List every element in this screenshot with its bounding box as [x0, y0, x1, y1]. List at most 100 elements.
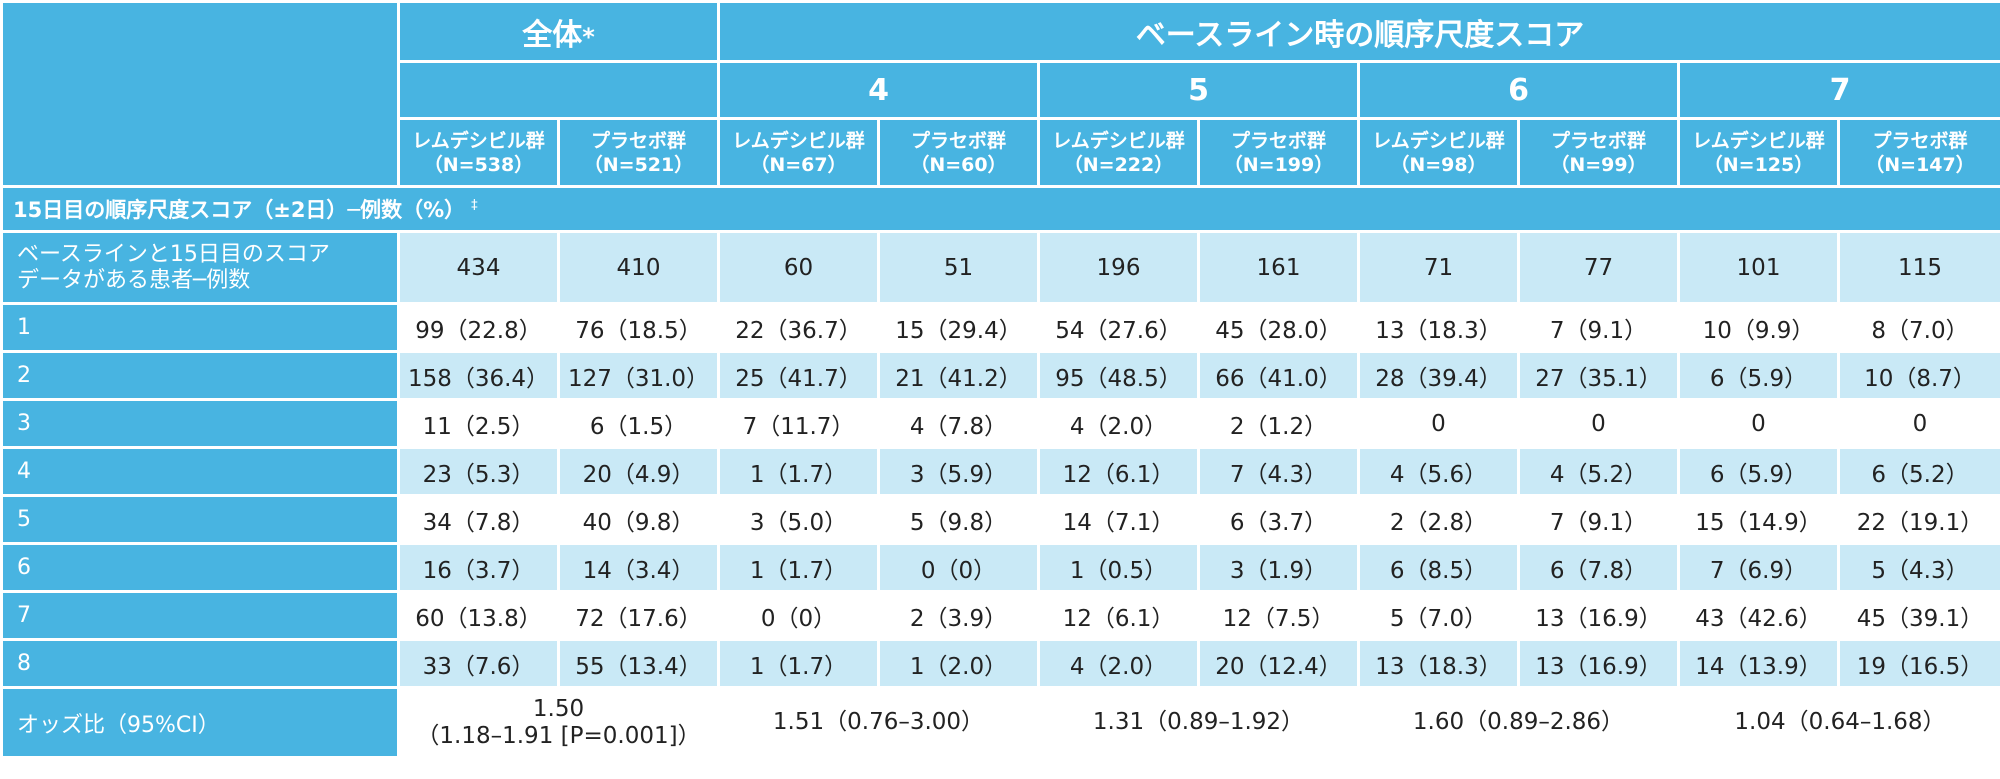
- arm-name: レムデシビル群: [1692, 129, 1825, 152]
- row-label: 1: [0, 302, 400, 353]
- table-cell: 6（1.5）: [557, 398, 720, 449]
- table-cell: 6（3.7）: [1197, 494, 1360, 545]
- odds-ratio-group: 1.04（0.64–1.68）: [1677, 686, 2000, 759]
- table-cell: 161: [1197, 230, 1360, 305]
- table-cell: 4（7.8）: [877, 398, 1040, 449]
- table-cell: 4（5.6）: [1357, 446, 1520, 497]
- row-label: 2: [0, 350, 400, 401]
- table-cell: 23（5.3）: [397, 446, 560, 497]
- arm-header: プラセボ群 （N=99）: [1517, 117, 1680, 188]
- odds-ratio-ci: （1.18–1.91 [P=0.001]）: [416, 722, 701, 749]
- table-cell: 127（31.0）: [557, 350, 720, 401]
- table-cell: 115: [1837, 230, 2000, 305]
- arm-header: レムデシビル群 （N=538）: [397, 117, 560, 188]
- table-row: 2 158（36.4） 127（31.0） 25（41.7） 21（41.2） 95（48…: [0, 350, 2000, 401]
- section-header: 15日目の順序尺度スコア（±2日）─例数（%） ‡: [0, 185, 2000, 233]
- odds-ratio-label: オッズ比（95%CI）: [0, 686, 400, 759]
- table-cell: 13（16.9）: [1517, 638, 1680, 689]
- odds-ratio-group: 1.51（0.76–3.00）: [717, 686, 1040, 759]
- arm-name: レムデシビル群: [1372, 129, 1505, 152]
- arm-header: プラセボ群 （N=199）: [1197, 117, 1360, 188]
- odds-ratio-overall: 1.50 （1.18–1.91 [P=0.001]）: [397, 686, 720, 759]
- table-cell: 7（9.1）: [1517, 302, 1680, 353]
- table-cell: 22（19.1）: [1837, 494, 2000, 545]
- group-header: 6: [1357, 60, 1680, 120]
- table-cell: 15（29.4）: [877, 302, 1040, 353]
- table-cell: 13（18.3）: [1357, 302, 1520, 353]
- table-cell: 33（7.6）: [397, 638, 560, 689]
- table-cell: 2（3.9）: [877, 590, 1040, 641]
- row-label: 8: [0, 638, 400, 689]
- table-cell: 6（8.5）: [1357, 542, 1520, 593]
- arm-n: （N=147）: [1865, 153, 1975, 176]
- arm-n: （N=99）: [1550, 153, 1647, 176]
- results-table: 全体* ベースライン時の順序尺度スコア 4 5 6 7 レムデシビル群 （N=53…: [0, 0, 2000, 759]
- table-cell: 14（7.1）: [1037, 494, 1200, 545]
- table-cell: 28（39.4）: [1357, 350, 1520, 401]
- overall-header: 全体*: [397, 0, 720, 63]
- table-cell: 66（41.0）: [1197, 350, 1360, 401]
- table-cell: 25（41.7）: [717, 350, 880, 401]
- table-cell: 99（22.8）: [397, 302, 560, 353]
- table-cell: 19（16.5）: [1837, 638, 2000, 689]
- table-cell: 60（13.8）: [397, 590, 560, 641]
- arm-header: プラセボ群 （N=147）: [1837, 117, 2000, 188]
- table-cell: 11（2.5）: [397, 398, 560, 449]
- table-cell: 2（2.8）: [1357, 494, 1520, 545]
- table-cell: 13（16.9）: [1517, 590, 1680, 641]
- table-row: ベースラインと15日目のスコアデータがある患者─例数 434 410 60 51 196 1…: [0, 230, 2000, 305]
- table-cell: 21（41.2）: [877, 350, 1040, 401]
- arm-n: （N=222）: [1063, 153, 1174, 176]
- table-cell: 3（5.9）: [877, 446, 1040, 497]
- table-row: 1 99（22.8） 76（18.5） 22（36.7） 15（29.4） 54（27.6…: [0, 302, 2000, 353]
- table-cell: 7（4.3）: [1197, 446, 1360, 497]
- table-cell: 20（12.4）: [1197, 638, 1360, 689]
- group-header: 4: [717, 60, 1040, 120]
- table-cell: 2（1.2）: [1197, 398, 1360, 449]
- table-cell: 13（18.3）: [1357, 638, 1520, 689]
- table-cell: 7（11.7）: [717, 398, 880, 449]
- table-cell: 4（5.2）: [1517, 446, 1680, 497]
- table-cell: 54（27.6）: [1037, 302, 1200, 353]
- table-cell: 27（35.1）: [1517, 350, 1680, 401]
- table-cell: 1（2.0）: [877, 638, 1040, 689]
- table-row: 3 11（2.5） 6（1.5） 7（11.7） 4（7.8） 4（2.0） 2（1.2） 0…: [0, 398, 2000, 449]
- table-cell: 196: [1037, 230, 1200, 305]
- table-cell: 0: [1357, 398, 1520, 449]
- table-row: 5 34（7.8） 40（9.8） 3（5.0） 5（9.8） 14（7.1） 6（3.7）…: [0, 494, 2000, 545]
- arm-name: レムデシビル群: [732, 129, 865, 152]
- table-cell: 12（6.1）: [1037, 590, 1200, 641]
- table-cell: 10（9.9）: [1677, 302, 1840, 353]
- arm-name: レムデシビル群: [1052, 129, 1185, 152]
- table-row: 6 16（3.7） 14（3.4） 1（1.7） 0（0） 1（0.5） 3（1.9） 6（8…: [0, 542, 2000, 593]
- arm-header: プラセボ群 （N=60）: [877, 117, 1040, 188]
- table-cell: 6（5.9）: [1677, 446, 1840, 497]
- table-cell: 0（0）: [717, 590, 880, 641]
- table-cell: 45（28.0）: [1197, 302, 1360, 353]
- table-cell: 1（1.7）: [717, 638, 880, 689]
- overall-subheader-blank: [397, 60, 720, 120]
- table-cell: 0: [1837, 398, 2000, 449]
- table-row: 8 33（7.6） 55（13.4） 1（1.7） 1（2.0） 4（2.0） 20（12.…: [0, 638, 2000, 689]
- row-label: 6: [0, 542, 400, 593]
- table-cell: 43（42.6）: [1677, 590, 1840, 641]
- arm-name: レムデシビル群: [412, 129, 545, 152]
- table-cell: 77: [1517, 230, 1680, 305]
- table-cell: 16（3.7）: [397, 542, 560, 593]
- arm-n: （N=60）: [910, 153, 1007, 176]
- table-cell: 101: [1677, 230, 1840, 305]
- table-cell: 72（17.6）: [557, 590, 720, 641]
- arm-name: プラセボ群: [910, 129, 1006, 152]
- arm-n: （N=67）: [750, 153, 847, 176]
- arm-header: プラセボ群 （N=521）: [557, 117, 720, 188]
- table-cell: 0: [1517, 398, 1680, 449]
- group-header: 5: [1037, 60, 1360, 120]
- table-cell: 1（1.7）: [717, 542, 880, 593]
- table-cell: 10（8.7）: [1837, 350, 2000, 401]
- table-cell: 12（7.5）: [1197, 590, 1360, 641]
- arm-header: レムデシビル群 （N=67）: [717, 117, 880, 188]
- table-row: 7 60（13.8） 72（17.6） 0（0） 2（3.9） 12（6.1） 12（7.5…: [0, 590, 2000, 641]
- arm-header: レムデシビル群 （N=125）: [1677, 117, 1840, 188]
- arm-name: プラセボ群: [1230, 129, 1326, 152]
- table-cell: 40（9.8）: [557, 494, 720, 545]
